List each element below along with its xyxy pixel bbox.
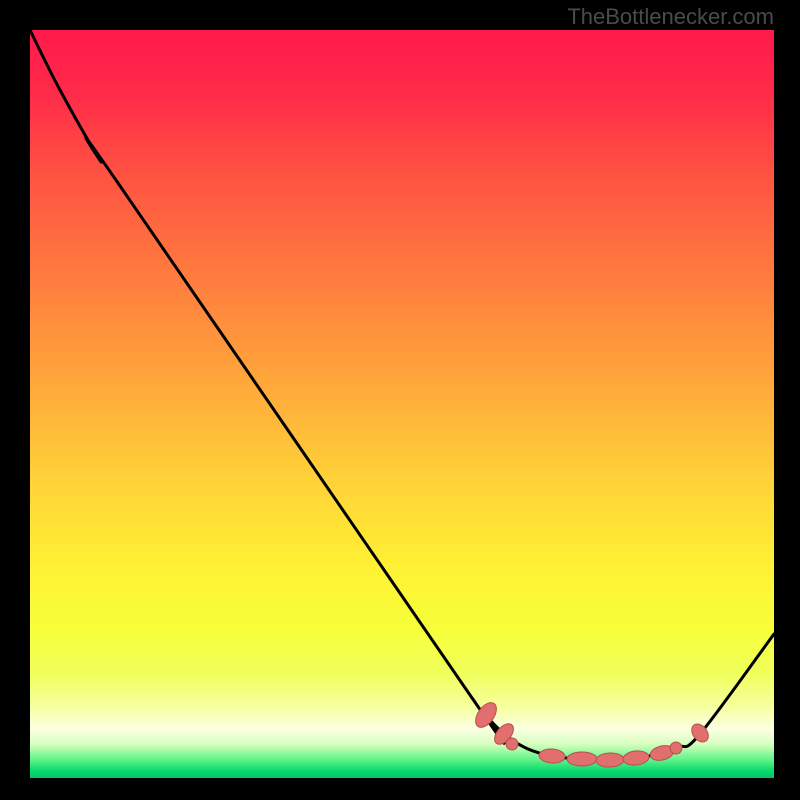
curve-marker (539, 748, 566, 764)
curve-marker (596, 753, 624, 768)
curve-marker (506, 738, 518, 750)
curve-marker (622, 750, 649, 767)
bottleneck-curve (30, 30, 774, 759)
chart-root: TheBottlenecker.com (0, 0, 800, 800)
chart-overlay (0, 0, 800, 800)
watermark-text: TheBottlenecker.com (567, 4, 774, 30)
curve-marker (567, 752, 597, 766)
curve-marker (670, 742, 682, 754)
